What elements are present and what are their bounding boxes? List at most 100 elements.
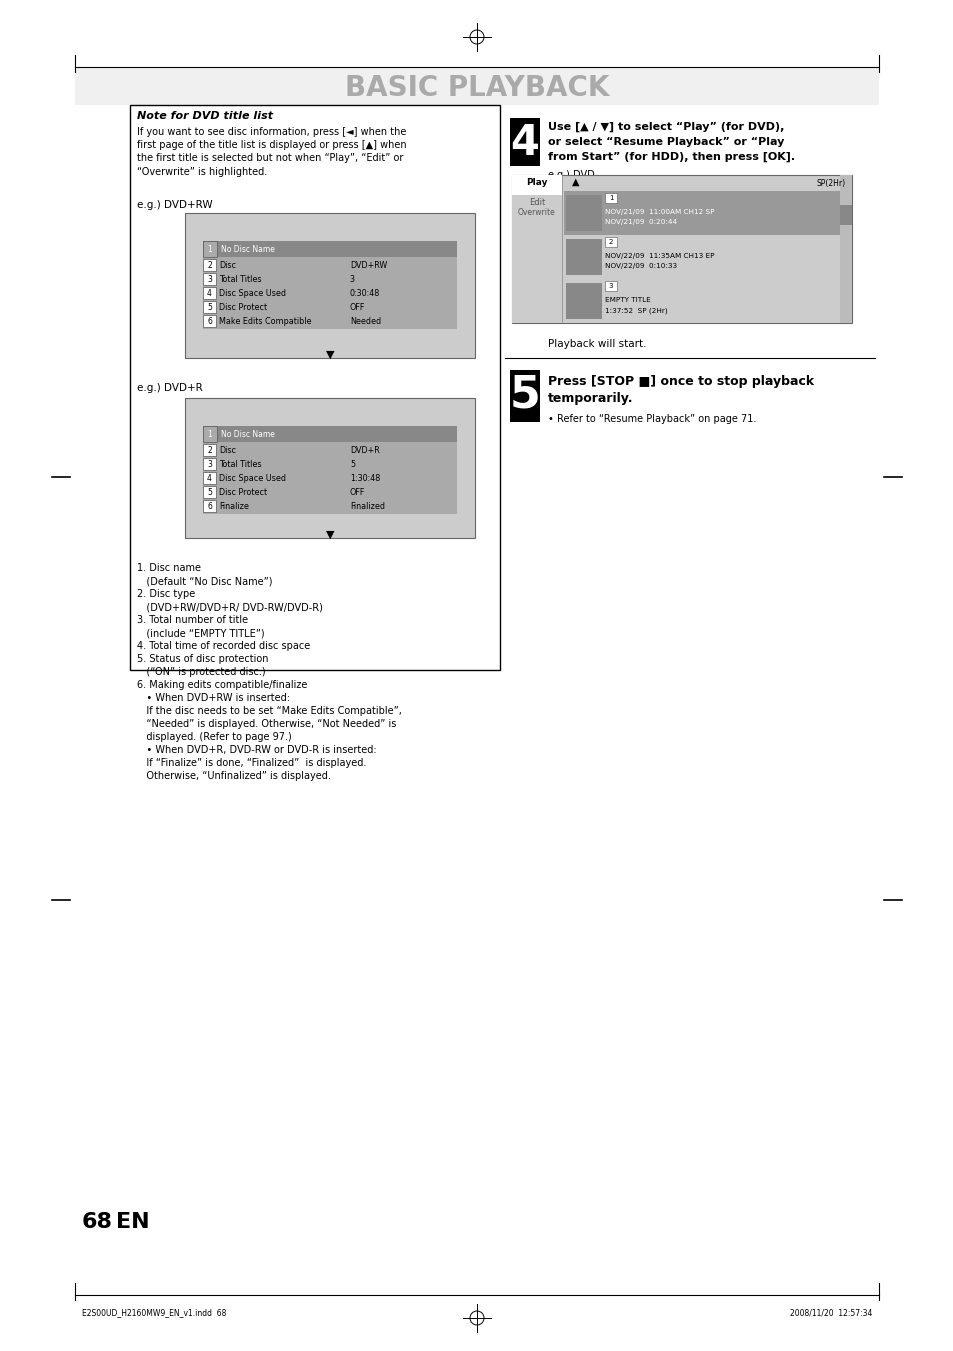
Bar: [840, 205, 851, 226]
Text: 1:30:48: 1:30:48: [350, 474, 379, 484]
Text: (include “EMPTY TITLE”): (include “EMPTY TITLE”): [137, 628, 264, 638]
Bar: [203, 240, 216, 257]
Text: OFF: OFF: [350, 303, 365, 312]
Text: 5: 5: [509, 374, 539, 417]
Text: 0:30:48: 0:30:48: [350, 289, 379, 299]
Text: Disc Space Used: Disc Space Used: [219, 289, 286, 299]
Text: E2S00UD_H2160MW9_EN_v1.indd  68: E2S00UD_H2160MW9_EN_v1.indd 68: [82, 1308, 226, 1317]
Text: NOV/22/09  11:35AM CH13 EP: NOV/22/09 11:35AM CH13 EP: [604, 253, 714, 259]
Bar: [203, 240, 456, 257]
Text: Finalize: Finalize: [219, 503, 249, 511]
Text: • When DVD+RW is inserted:: • When DVD+RW is inserted:: [137, 693, 290, 703]
Bar: [203, 444, 215, 457]
Bar: [840, 176, 851, 323]
Bar: [203, 458, 215, 470]
Text: 1: 1: [208, 430, 213, 439]
Text: ▼: ▼: [325, 530, 334, 540]
Text: NOV/21/09  0:20:44: NOV/21/09 0:20:44: [604, 219, 677, 226]
Text: Play: Play: [526, 178, 547, 186]
Text: ▲: ▲: [572, 177, 578, 186]
Text: If the disc needs to be set “Make Edits Compatible”,: If the disc needs to be set “Make Edits …: [137, 707, 401, 716]
Text: Total Titles: Total Titles: [219, 459, 261, 469]
Bar: [203, 259, 215, 272]
Bar: [604, 193, 617, 203]
Text: Disc: Disc: [219, 446, 235, 455]
Bar: [130, 105, 499, 670]
Bar: [510, 370, 539, 422]
Text: ▼: ▼: [325, 350, 334, 359]
Text: • When DVD+R, DVD-RW or DVD-R is inserted:: • When DVD+R, DVD-RW or DVD-R is inserte…: [137, 744, 376, 755]
Text: 5: 5: [207, 303, 212, 312]
Text: e.g.) DVD: e.g.) DVD: [547, 170, 594, 180]
Text: from Start” (for HDD), then press [OK].: from Start” (for HDD), then press [OK].: [547, 153, 794, 162]
Bar: [203, 273, 215, 285]
Text: Disc Protect: Disc Protect: [219, 488, 267, 497]
Text: e.g.) DVD+R: e.g.) DVD+R: [137, 382, 203, 393]
Bar: [565, 239, 601, 276]
Text: 6: 6: [207, 317, 212, 326]
Text: 4: 4: [207, 289, 212, 299]
Text: BASIC PLAYBACK: BASIC PLAYBACK: [344, 74, 609, 101]
Text: Edit: Edit: [528, 199, 544, 207]
Text: 2: 2: [608, 239, 613, 245]
Bar: [203, 286, 215, 299]
Text: Playback will start.: Playback will start.: [547, 339, 646, 349]
Text: 2. Disc type: 2. Disc type: [137, 589, 195, 598]
Bar: [203, 486, 215, 499]
Text: Make Edits Compatible: Make Edits Compatible: [219, 317, 312, 326]
Bar: [565, 282, 601, 319]
Text: (Default “No Disc Name”): (Default “No Disc Name”): [137, 576, 273, 586]
Text: 5: 5: [350, 459, 355, 469]
Bar: [203, 315, 215, 327]
Text: DVD+RW: DVD+RW: [350, 261, 387, 270]
Text: e.g.) DVD+RW: e.g.) DVD+RW: [137, 200, 213, 209]
Text: NOV/22/09  0:10:33: NOV/22/09 0:10:33: [604, 263, 677, 269]
Text: Disc Space Used: Disc Space Used: [219, 474, 286, 484]
Text: Disc Protect: Disc Protect: [219, 303, 267, 312]
Text: Press [STOP ■] once to stop playback: Press [STOP ■] once to stop playback: [547, 376, 813, 388]
Bar: [563, 280, 840, 323]
Bar: [512, 176, 561, 323]
Text: 5. Status of disc protection: 5. Status of disc protection: [137, 654, 268, 663]
Bar: [203, 442, 456, 513]
Text: • Refer to “Resume Playback” on page 71.: • Refer to “Resume Playback” on page 71.: [547, 413, 756, 424]
Bar: [604, 236, 617, 247]
Bar: [563, 235, 840, 280]
Bar: [203, 426, 456, 442]
Bar: [604, 281, 617, 290]
Bar: [563, 190, 840, 235]
Bar: [565, 195, 601, 231]
Text: 3: 3: [207, 459, 212, 469]
Text: 1: 1: [208, 245, 213, 254]
Text: Note for DVD title list: Note for DVD title list: [137, 111, 273, 122]
Text: 1. Disc name: 1. Disc name: [137, 563, 201, 573]
Text: 4: 4: [510, 122, 538, 163]
Bar: [203, 426, 216, 442]
Text: Total Titles: Total Titles: [219, 276, 261, 284]
Text: 3: 3: [350, 276, 355, 284]
Text: Finalized: Finalized: [350, 503, 384, 511]
Text: temporarily.: temporarily.: [547, 392, 633, 405]
Text: If you want to see disc information, press [◄] when the
first page of the title : If you want to see disc information, pre…: [137, 127, 406, 177]
Text: Use [▲ / ▼] to select “Play” (for DVD),: Use [▲ / ▼] to select “Play” (for DVD),: [547, 122, 783, 132]
Text: 3: 3: [608, 282, 613, 289]
Text: (DVD+RW/DVD+R/ DVD-RW/DVD-R): (DVD+RW/DVD+R/ DVD-RW/DVD-R): [137, 603, 322, 612]
Text: displayed. (Refer to page 97.): displayed. (Refer to page 97.): [137, 732, 292, 742]
Text: 6: 6: [207, 503, 212, 511]
Bar: [203, 257, 456, 330]
Text: SP(2Hr): SP(2Hr): [816, 178, 845, 188]
Text: NOV/21/09  11:00AM CH12 SP: NOV/21/09 11:00AM CH12 SP: [604, 209, 714, 215]
Bar: [512, 176, 561, 195]
Text: Otherwise, “Unfinalized” is displayed.: Otherwise, “Unfinalized” is displayed.: [137, 771, 331, 781]
Text: 2: 2: [207, 261, 212, 270]
Text: 4. Total time of recorded disc space: 4. Total time of recorded disc space: [137, 640, 310, 651]
Text: 2: 2: [207, 446, 212, 455]
Text: “Needed” is displayed. Otherwise, “Not Needed” is: “Needed” is displayed. Otherwise, “Not N…: [137, 719, 395, 730]
Text: No Disc Name: No Disc Name: [221, 245, 274, 254]
Text: 5: 5: [207, 488, 212, 497]
Bar: [185, 213, 475, 358]
Text: Overwrite: Overwrite: [517, 208, 556, 218]
Bar: [203, 471, 215, 484]
Bar: [510, 118, 539, 166]
Text: Disc: Disc: [219, 261, 235, 270]
